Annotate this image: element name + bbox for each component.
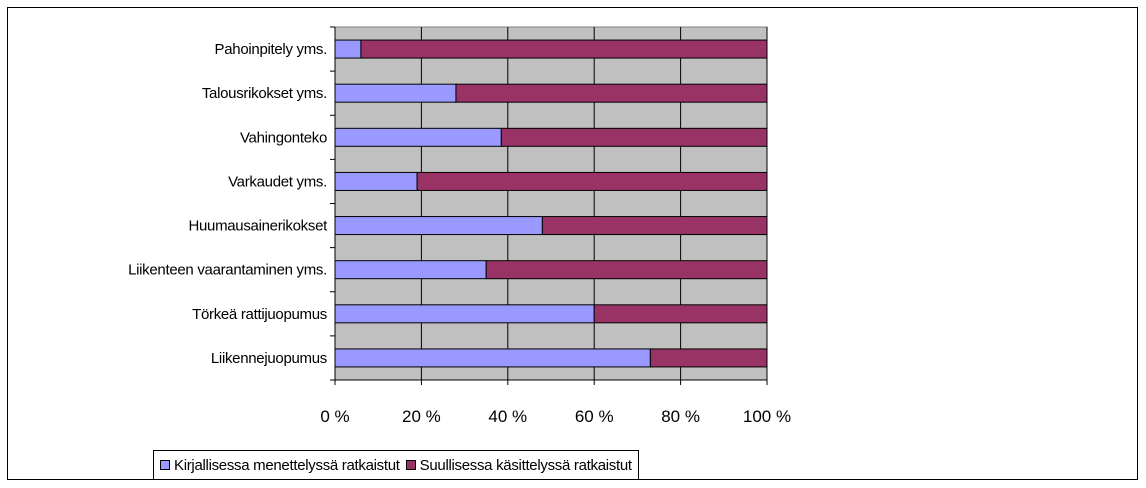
plot-area xyxy=(334,26,768,381)
category-labels: Pahoinpitely yms. Talousrikokset yms. Vahi… xyxy=(128,41,328,367)
chart-frame: Pahoinpitely yms. Talousrikokset yms. Vahi… xyxy=(7,7,1138,480)
category-label: Liikennejuopumus xyxy=(211,350,327,367)
bars xyxy=(334,39,768,368)
bar-oral xyxy=(485,260,768,280)
bar-oral xyxy=(500,127,768,147)
x-tick-labels: 0 % 20 % 40 % 60 % 80 % 100 % xyxy=(320,407,791,426)
x-tick-label: 40 % xyxy=(488,407,527,426)
category-label: Huumausainerikokset xyxy=(188,218,328,235)
bar-oral xyxy=(593,304,768,324)
x-tick-label: 100 % xyxy=(743,407,791,426)
category-label: Törkeä rattijuopumus xyxy=(192,306,327,323)
legend-item-written: Kirjallisessa menettelyssä ratkaistut xyxy=(160,457,400,474)
x-tick-label: 0 % xyxy=(320,407,349,426)
x-tick-label: 80 % xyxy=(661,407,700,426)
x-tick-label: 60 % xyxy=(575,407,614,426)
bar-oral xyxy=(649,348,768,368)
x-tick-label: 20 % xyxy=(402,407,441,426)
category-label: Pahoinpitely yms. xyxy=(215,41,327,58)
bar-written xyxy=(334,260,487,280)
legend-label-oral: Suullisessa käsittelyssä ratkaistut xyxy=(419,456,632,474)
bar-oral xyxy=(416,171,768,191)
legend-swatch-oral xyxy=(405,460,416,470)
bar-oral xyxy=(360,39,768,59)
bar-oral xyxy=(455,83,768,103)
category-label: Talousrikokset yms. xyxy=(202,85,327,102)
bar-oral xyxy=(541,216,768,236)
bar-written xyxy=(334,304,595,324)
legend-item-oral: Suullisessa käsittelyssä ratkaistut xyxy=(405,456,632,474)
bar-written xyxy=(334,171,418,191)
legend-label-written: Kirjallisessa menettelyssä ratkaistut xyxy=(174,456,400,474)
stacked-bar-chart: Pahoinpitely yms. Talousrikokset yms. Vahi… xyxy=(128,26,791,426)
bar-written xyxy=(334,127,502,147)
category-label: Vahingonteko xyxy=(240,129,327,146)
bar-written xyxy=(334,39,362,59)
bar-written xyxy=(334,83,457,103)
category-label: Varkaudet yms. xyxy=(228,173,327,190)
bar-written xyxy=(334,348,651,368)
legend: Kirjallisessa menettelyssä ratkaistut Su… xyxy=(153,450,639,480)
legend-swatch-written xyxy=(160,460,170,470)
category-label: Liikenteen vaarantaminen yms. xyxy=(128,262,327,279)
bar-written xyxy=(334,216,543,236)
